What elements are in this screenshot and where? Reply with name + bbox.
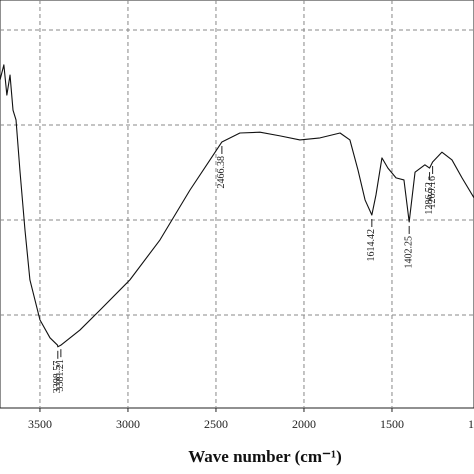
annotation-label: 1269.16 — [427, 176, 438, 209]
x-tick-label: 3500 — [28, 417, 52, 431]
annotation-label: 1402.25 — [403, 236, 414, 269]
x-tick-label: 2500 — [204, 417, 228, 431]
annotation-label: 1614.42 — [366, 229, 377, 261]
x-tick-label: 1500 — [380, 417, 404, 431]
x-axis-title: Wave number (cm⁻¹) — [188, 447, 342, 466]
annotation-label: 2466.38 — [216, 156, 227, 189]
spectrum-line — [0, 64, 474, 348]
x-tick-label: 2000 — [292, 417, 316, 431]
annotation-label: 1286.52 — [424, 182, 435, 215]
annotation-label: 3381.21 — [55, 359, 66, 392]
plot-frame — [0, 0, 474, 409]
annotation-label: 3398.57 — [52, 361, 63, 394]
x-tick-label: 1000 — [468, 417, 474, 431]
x-tick-label: 3000 — [116, 417, 140, 431]
